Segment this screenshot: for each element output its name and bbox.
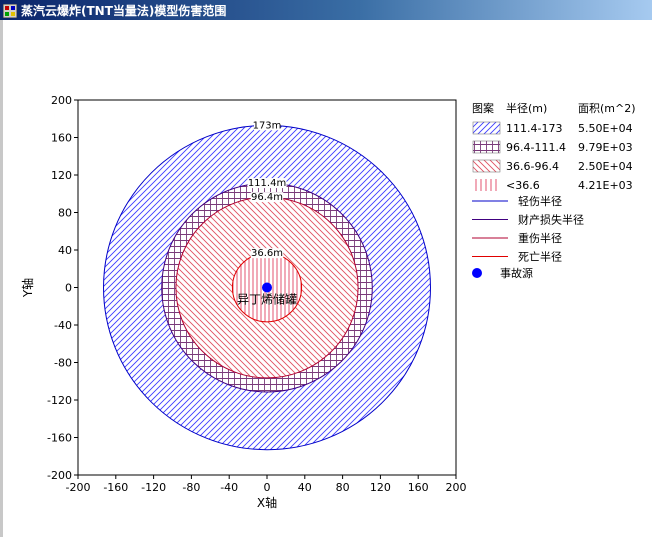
y-tick-label: 160	[51, 132, 72, 145]
legend-source-label: 事故源	[500, 266, 533, 280]
x-tick-label: -200	[66, 481, 91, 494]
legend-header: 半径(m)	[506, 101, 547, 115]
legend-area: 4.21E+03	[578, 179, 633, 192]
legend-line-label: 重伤半径	[518, 231, 562, 245]
ring-label-bg	[247, 178, 287, 189]
legend-range: 36.6-96.4	[506, 160, 559, 173]
source-label: 异丁烯储罐	[237, 292, 297, 307]
y-tick-label: -80	[54, 357, 72, 370]
window-title: 蒸汽云爆炸(TNT当量法)模型伤害范围	[21, 3, 227, 18]
x-tick-label: -160	[103, 481, 128, 494]
legend-range: <36.6	[506, 179, 540, 192]
plot-area: 173m 111.4m 96.4m 36.6m 异丁烯储罐 -200 -160 -120 -80…	[20, 94, 467, 510]
ring-label-bg	[250, 192, 284, 203]
legend-area: 5.50E+04	[578, 122, 633, 135]
window-left-border	[0, 20, 3, 537]
y-tick-label: -40	[54, 319, 72, 332]
y-tick-label: -120	[47, 394, 72, 407]
legend-line-label: 死亡半径	[518, 250, 562, 264]
x-tick-label: 80	[336, 481, 350, 494]
x-tick-label: -80	[182, 481, 200, 494]
ring-label-bg	[254, 120, 280, 131]
ring-label-light-injury: 173m	[253, 120, 282, 131]
x-axis-title: X轴	[257, 495, 277, 510]
y-tick-label: 80	[58, 207, 72, 220]
y-tick-label: -200	[47, 469, 72, 482]
legend-range: 111.4-173	[506, 122, 562, 135]
y-tick-label: 0	[65, 282, 72, 295]
accident-source-marker	[262, 282, 272, 293]
legend-area: 2.50E+04	[578, 160, 633, 173]
x-tick-label: 160	[408, 481, 429, 494]
legend-swatch-vert-red	[473, 179, 500, 191]
ring-label-property-loss: 111.4m	[248, 178, 286, 189]
legend-swatch-diag-red	[472, 159, 501, 173]
y-tick-label: 120	[51, 169, 72, 182]
legend-area: 9.79E+03	[578, 141, 633, 154]
y-axis-title: Y轴	[20, 278, 35, 298]
legend-header: 图案	[472, 101, 494, 115]
legend-line-label: 轻伤半径	[518, 194, 562, 208]
legend-swatch-diag-blue	[472, 121, 501, 135]
x-tick-label: 40	[298, 481, 312, 494]
ring-label-severe-injury: 96.4m	[251, 192, 283, 203]
y-tick-label: -160	[47, 432, 72, 445]
x-tick-label: -40	[220, 481, 238, 494]
legend-range: 96.4-111.4	[506, 141, 566, 154]
x-tick-label: -120	[141, 481, 166, 494]
y-tick-label: 40	[58, 244, 72, 257]
title-bar: 蒸汽云爆炸(TNT当量法)模型伤害范围	[0, 0, 652, 20]
y-tick-label: 200	[51, 94, 72, 107]
legend-header: 面积(m^2)	[578, 102, 636, 115]
legend-line-label: 财产损失半径	[518, 213, 584, 227]
legend-source-marker	[472, 268, 482, 278]
x-tick-label: 0	[264, 481, 271, 494]
x-tick-label: 120	[370, 481, 391, 494]
x-tick-label: 200	[446, 481, 467, 494]
legend: 图案 半径(m) 面积(m^2) 111.4-173 5.50E+04 96.4-111.…	[472, 101, 636, 280]
ring-label-death: 36.6m	[251, 248, 283, 259]
ring-label-bg	[250, 248, 284, 259]
legend-swatch-grid-purple	[472, 140, 501, 154]
